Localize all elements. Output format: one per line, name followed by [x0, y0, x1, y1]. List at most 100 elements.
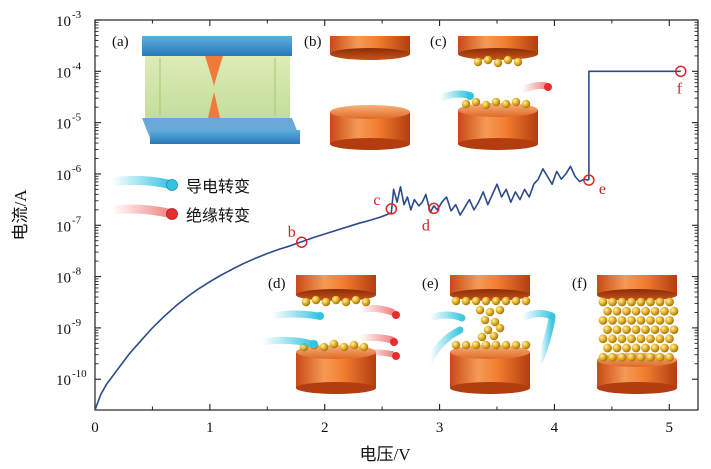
particle: [361, 297, 371, 307]
y-tick-exponent: -5: [72, 112, 82, 124]
data-markers: b c d e f: [288, 65, 687, 248]
particle: [636, 334, 646, 344]
panel-label-a: (a): [112, 34, 129, 50]
panel-label-f: (f): [572, 276, 587, 292]
panel-label-d: (d): [268, 276, 286, 292]
particle: [660, 325, 669, 334]
particle: [311, 295, 321, 305]
marker-f: [675, 65, 687, 78]
y-axis-label: 电流/A: [11, 189, 30, 241]
particle: [351, 295, 361, 305]
particle: [301, 297, 311, 307]
x-tick-label: 5: [666, 420, 674, 436]
particle: [501, 296, 511, 306]
y-tick-exponent: -7: [72, 214, 82, 226]
particle: [501, 99, 511, 109]
particle: [481, 340, 491, 350]
x-tick-label: 3: [436, 420, 444, 436]
particle: [617, 316, 627, 325]
y-tick-exponent: -9: [72, 317, 82, 329]
particle: [483, 325, 493, 335]
marker-b: [295, 236, 308, 248]
particle: [650, 306, 660, 316]
marker-label-f: f: [677, 80, 683, 97]
y-tick-label: 10: [56, 117, 71, 133]
particle: [622, 325, 631, 334]
inset-a-device: [142, 36, 300, 144]
particle: [491, 296, 501, 306]
y-tick-exponent: -6: [72, 163, 82, 175]
particle: [665, 334, 674, 344]
particle: [513, 57, 523, 67]
particle: [617, 334, 627, 344]
y-tick-exponent: -10: [72, 368, 87, 380]
particle: [660, 343, 669, 353]
x-tick-label: 1: [206, 420, 214, 436]
particle: [321, 297, 331, 307]
x-tick-label: 4: [551, 420, 559, 436]
particle: [627, 297, 636, 307]
y-tick-label: 10: [56, 14, 71, 30]
legend-label-conductive: 导电转变: [186, 177, 250, 196]
legend: 导电转变 绝缘转变: [107, 175, 250, 225]
particle: [490, 317, 500, 327]
particle: [495, 305, 505, 315]
legend-dot-conductive: [166, 179, 178, 191]
particle: [608, 297, 617, 307]
axis-tick-labels: 0 1 2 3 4 510-310-410-510-610-710-810-910-10: [56, 9, 673, 436]
particle: [627, 352, 636, 362]
particle: [617, 297, 627, 307]
inset-e-electrodes: [426, 275, 556, 394]
particle: [636, 316, 646, 325]
marker-label-d: d: [422, 217, 430, 234]
inset-d-electrodes: [258, 275, 400, 394]
marker-e: [583, 174, 595, 186]
y-tick-label: 10: [56, 373, 71, 389]
particle: [451, 296, 461, 306]
particle: [511, 340, 521, 350]
particle: [598, 352, 608, 362]
particle: [655, 297, 665, 307]
particle: [493, 58, 503, 68]
particle: [471, 340, 481, 350]
particle: [665, 297, 674, 307]
y-tick-label: 10: [56, 219, 71, 235]
particle: [598, 334, 608, 344]
x-axis-label: 电压/V: [360, 445, 412, 464]
particle: [622, 343, 631, 353]
particle: [612, 325, 622, 334]
legend-swatch-conductive: [107, 175, 173, 189]
y-tick-label: 10: [56, 271, 71, 287]
particle: [521, 99, 531, 109]
marker-d: [428, 202, 440, 215]
x-tick-label: 2: [321, 420, 329, 436]
particle: [489, 331, 499, 341]
particle: [641, 325, 650, 334]
particle: [471, 296, 481, 306]
particle: [636, 352, 646, 362]
particle: [627, 334, 636, 344]
particle: [485, 307, 495, 317]
y-tick-label: 10: [56, 168, 71, 184]
particle: [349, 340, 359, 350]
axis-ticks: [94, 19, 698, 410]
particle: [608, 352, 617, 362]
marker-label-b: b: [288, 224, 296, 241]
particle: [636, 297, 646, 307]
y-tick-exponent: -4: [72, 60, 82, 72]
particle: [329, 339, 339, 349]
particle: [598, 316, 608, 325]
particle: [646, 316, 655, 325]
particle: [655, 334, 665, 344]
particle: [608, 316, 617, 325]
particle: [501, 340, 511, 350]
panel-label-e: (e): [422, 276, 439, 292]
particle: [655, 352, 665, 362]
panel-label-c: (c): [430, 34, 447, 50]
particle: [461, 99, 471, 109]
particle: [612, 306, 622, 316]
particle: [475, 305, 485, 315]
inset-b-electrodes: [330, 36, 410, 150]
particle: [646, 297, 655, 307]
particle: [477, 332, 487, 342]
